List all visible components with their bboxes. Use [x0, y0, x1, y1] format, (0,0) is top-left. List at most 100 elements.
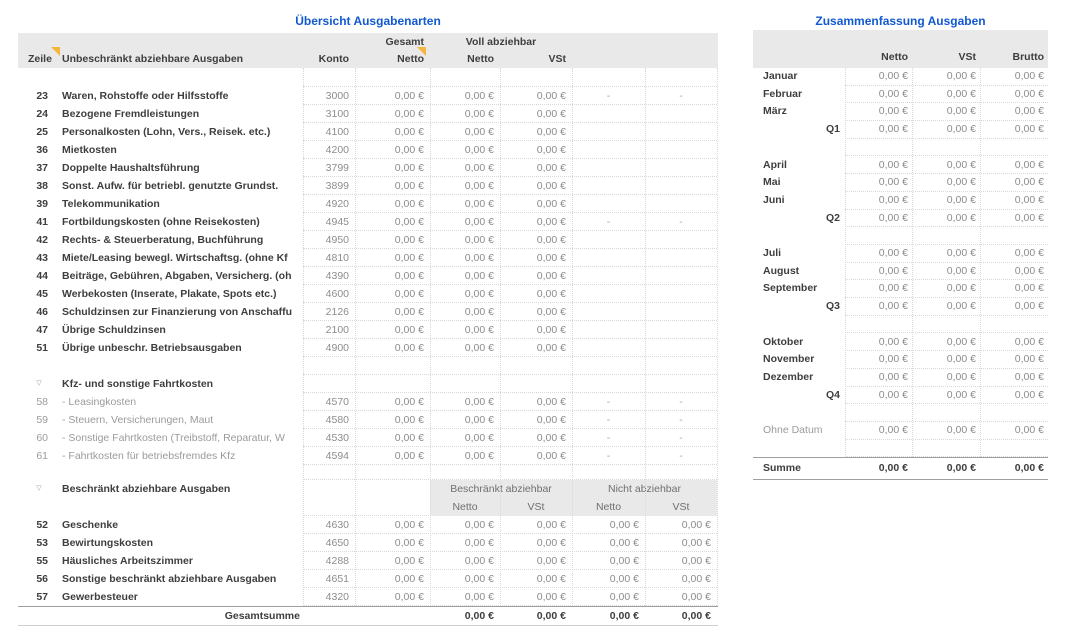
comment-marker-icon[interactable]: [417, 47, 426, 56]
cell-vst-b[interactable]: 0,00 €: [681, 610, 711, 622]
cell-netto-b[interactable]: 0,00 €: [609, 591, 639, 603]
cell-vst-a[interactable]: 0,00 €: [536, 432, 566, 444]
cell-month-label[interactable]: April: [763, 158, 787, 171]
cell-konto[interactable]: 3899: [325, 180, 349, 192]
cell-vst[interactable]: 0,00 €: [946, 424, 976, 436]
cell-netto-a[interactable]: 0,00 €: [464, 306, 494, 318]
cell-vst-a[interactable]: 0,00 €: [536, 610, 566, 622]
cell-brutto[interactable]: 0,00 €: [1014, 176, 1044, 189]
cell-vst[interactable]: 0,00 €: [946, 123, 976, 136]
cell-vst-b[interactable]: -: [679, 450, 683, 462]
cell-month-label[interactable]: Februar: [763, 87, 803, 100]
cell-brutto[interactable]: 0,00 €: [1014, 70, 1044, 82]
disclosure-triangle-icon[interactable]: ▽: [36, 380, 42, 387]
cell-netto-a[interactable]: 0,00 €: [464, 90, 494, 102]
cell-netto-a[interactable]: 0,00 €: [464, 162, 494, 174]
cell-vst-a[interactable]: 0,00 €: [536, 324, 566, 336]
cell-netto-a[interactable]: 0,00 €: [464, 270, 494, 282]
row-number[interactable]: 38: [36, 180, 48, 192]
cell-netto[interactable]: 0,00 €: [878, 353, 908, 366]
cell-vst[interactable]: 0,00 €: [946, 300, 976, 313]
cell-description[interactable]: Bezogene Fremdleistungen: [62, 108, 200, 120]
cell-vst-b[interactable]: 0,00 €: [681, 537, 711, 549]
row-number[interactable]: 37: [36, 162, 48, 174]
cell-konto[interactable]: 4950: [325, 234, 349, 246]
cell-gesamt-netto[interactable]: 0,00 €: [394, 555, 424, 567]
cell-description[interactable]: - Steuern, Versicherungen, Maut: [62, 414, 214, 426]
cell-vst[interactable]: 0,00 €: [946, 335, 976, 348]
cell-vst-a[interactable]: 0,00 €: [536, 252, 566, 264]
cell-netto-b[interactable]: -: [606, 216, 611, 228]
cell-brutto[interactable]: 0,00 €: [1014, 424, 1044, 436]
cell-brutto[interactable]: 0,00 €: [1014, 282, 1044, 295]
cell-vst-a[interactable]: 0,00 €: [536, 216, 566, 228]
cell-brutto[interactable]: 0,00 €: [1014, 388, 1044, 401]
cell-netto[interactable]: 0,00 €: [878, 300, 908, 313]
cell-netto[interactable]: 0,00 €: [878, 158, 908, 171]
cell-vst[interactable]: 0,00 €: [946, 388, 976, 401]
cell-gesamt-netto[interactable]: 0,00 €: [394, 198, 424, 210]
cell-brutto[interactable]: 0,00 €: [1014, 462, 1044, 474]
cell-gesamt-netto[interactable]: 0,00 €: [394, 432, 424, 444]
cell-netto[interactable]: 0,00 €: [878, 424, 908, 436]
cell-konto[interactable]: 4320: [325, 591, 349, 603]
row-number[interactable]: 58: [36, 396, 48, 408]
cell-gesamt-netto[interactable]: 0,00 €: [394, 396, 424, 408]
column-header-voll-vst[interactable]: VSt: [548, 53, 566, 65]
cell-brutto[interactable]: 0,00 €: [1014, 353, 1044, 366]
cell-netto[interactable]: 0,00 €: [878, 264, 908, 277]
cell-vst-a[interactable]: 0,00 €: [536, 306, 566, 318]
row-number[interactable]: 59: [36, 414, 48, 426]
cell-vst[interactable]: 0,00 €: [946, 353, 976, 366]
cell-vst[interactable]: 0,00 €: [946, 370, 976, 383]
cell-netto-a[interactable]: 0,00 €: [464, 324, 494, 336]
disclosure-triangle-icon[interactable]: ▽: [36, 485, 42, 492]
cell-vst-a[interactable]: 0,00 €: [536, 555, 566, 567]
column-subheader-netto[interactable]: Netto: [452, 501, 478, 513]
row-number[interactable]: 41: [36, 216, 48, 228]
cell-netto[interactable]: 0,00 €: [878, 176, 908, 189]
cell-month-label[interactable]: Dezember: [763, 370, 814, 383]
cell-brutto[interactable]: 0,00 €: [1014, 123, 1044, 136]
cell-netto-a[interactable]: 0,00 €: [464, 519, 494, 531]
cell-brutto[interactable]: 0,00 €: [1014, 105, 1044, 118]
cell-gesamt-netto[interactable]: 0,00 €: [394, 537, 424, 549]
cell-vst[interactable]: 0,00 €: [946, 462, 976, 474]
cell-vst-a[interactable]: 0,00 €: [536, 108, 566, 120]
row-number[interactable]: 36: [36, 144, 48, 156]
cell-month-label[interactable]: März: [763, 105, 787, 118]
cell-gesamt-netto[interactable]: 0,00 €: [394, 270, 424, 282]
row-number[interactable]: 53: [36, 537, 48, 549]
cell-vst-a[interactable]: 0,00 €: [536, 198, 566, 210]
cell-vst-a[interactable]: 0,00 €: [536, 126, 566, 138]
cell-gesamt-netto[interactable]: 0,00 €: [394, 216, 424, 228]
column-header-gesamt[interactable]: Gesamt: [385, 36, 424, 48]
cell-quarter-label[interactable]: Q3: [825, 300, 840, 313]
column-subheader-vst[interactable]: VSt: [672, 501, 690, 513]
cell-vst-a[interactable]: 0,00 €: [536, 234, 566, 246]
cell-brutto[interactable]: 0,00 €: [1014, 264, 1044, 277]
cell-konto[interactable]: 4900: [325, 342, 349, 354]
row-number[interactable]: 24: [36, 108, 48, 120]
row-number[interactable]: 42: [36, 234, 48, 246]
row-number[interactable]: 43: [36, 252, 48, 264]
cell-brutto[interactable]: 0,00 €: [1014, 87, 1044, 100]
row-number[interactable]: 44: [36, 270, 48, 282]
cell-netto-a[interactable]: 0,00 €: [464, 342, 494, 354]
cell-description[interactable]: Rechts- & Steuerberatung, Buchführung: [62, 234, 264, 246]
cell-vst-b[interactable]: -: [679, 396, 683, 408]
cell-netto-a[interactable]: 0,00 €: [464, 432, 494, 444]
cell-brutto[interactable]: 0,00 €: [1014, 193, 1044, 206]
cell-description[interactable]: Übrige unbeschr. Betriebsausgaben: [62, 342, 242, 354]
cell-netto-a[interactable]: 0,00 €: [464, 573, 494, 585]
cell-month-label[interactable]: Mai: [763, 176, 781, 189]
cell-vst-b[interactable]: 0,00 €: [681, 519, 711, 531]
cell-description[interactable]: - Leasingkosten: [62, 396, 137, 408]
row-number[interactable]: 25: [36, 126, 48, 138]
cell-vst[interactable]: 0,00 €: [946, 247, 976, 259]
cell-description[interactable]: Waren, Rohstoffe oder Hilfsstoffe: [62, 90, 229, 102]
cell-vst-b[interactable]: -: [679, 90, 683, 102]
cell-vst-a[interactable]: 0,00 €: [536, 519, 566, 531]
cell-konto[interactable]: 4580: [325, 414, 349, 426]
cell-konto[interactable]: 2126: [325, 306, 349, 318]
